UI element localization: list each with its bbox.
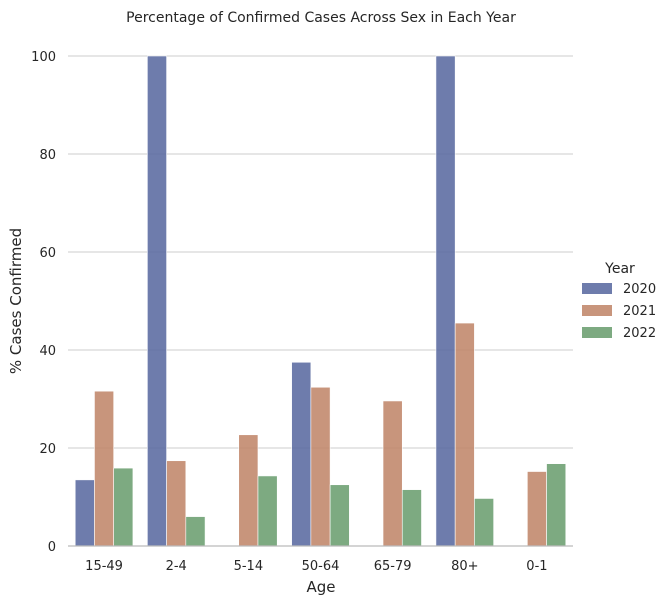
x-tick-label: 15-49 [85,559,123,574]
legend: Year 2020 2021 2022 [582,261,656,341]
legend-entry: 2020 [623,282,656,297]
axes: 0 20 40 60 80 100 15-49 2-4 5-14 50-64 65-79 80+ 0-1 [31,50,573,574]
x-axis-label: Age [306,578,335,596]
legend-swatch [582,327,612,338]
bar [147,55,167,547]
chart-title: Percentage of Confirmed Cases Across Sex… [126,10,516,26]
y-tick-label: 60 [39,246,56,261]
bar [257,475,278,547]
bars [74,55,567,547]
y-tick-label: 40 [39,344,56,359]
x-tick-label: 80+ [451,559,478,574]
y-tick-label: 20 [39,442,56,457]
x-tick-label: 5-14 [234,559,264,574]
bar [329,484,350,547]
legend-swatch [582,305,612,316]
bar [238,434,259,547]
bar [291,361,312,547]
bar [113,467,134,547]
y-tick-label: 0 [48,540,56,555]
x-tick-label: 2-4 [166,559,187,574]
bar [166,460,187,547]
bar [401,489,422,547]
bar [454,322,475,547]
y-tick-label: 80 [39,148,56,163]
legend-swatch [582,283,612,294]
bar [185,516,206,547]
bar [474,498,494,547]
bar [94,390,114,547]
legend-entry: 2022 [623,326,656,341]
y-tick-label: 100 [31,50,56,65]
x-tick-label: 0-1 [526,559,547,574]
legend-title: Year [604,261,635,277]
legend-entry: 2021 [623,304,656,319]
bar [435,55,456,547]
bar [310,386,331,547]
y-axis-label: % Cases Confirmed [7,228,25,374]
x-tick-label: 50-64 [302,559,340,574]
bar [74,479,95,547]
bar [527,471,547,547]
bar [546,463,567,547]
x-tick-label: 65-79 [374,559,412,574]
bar [382,400,403,547]
